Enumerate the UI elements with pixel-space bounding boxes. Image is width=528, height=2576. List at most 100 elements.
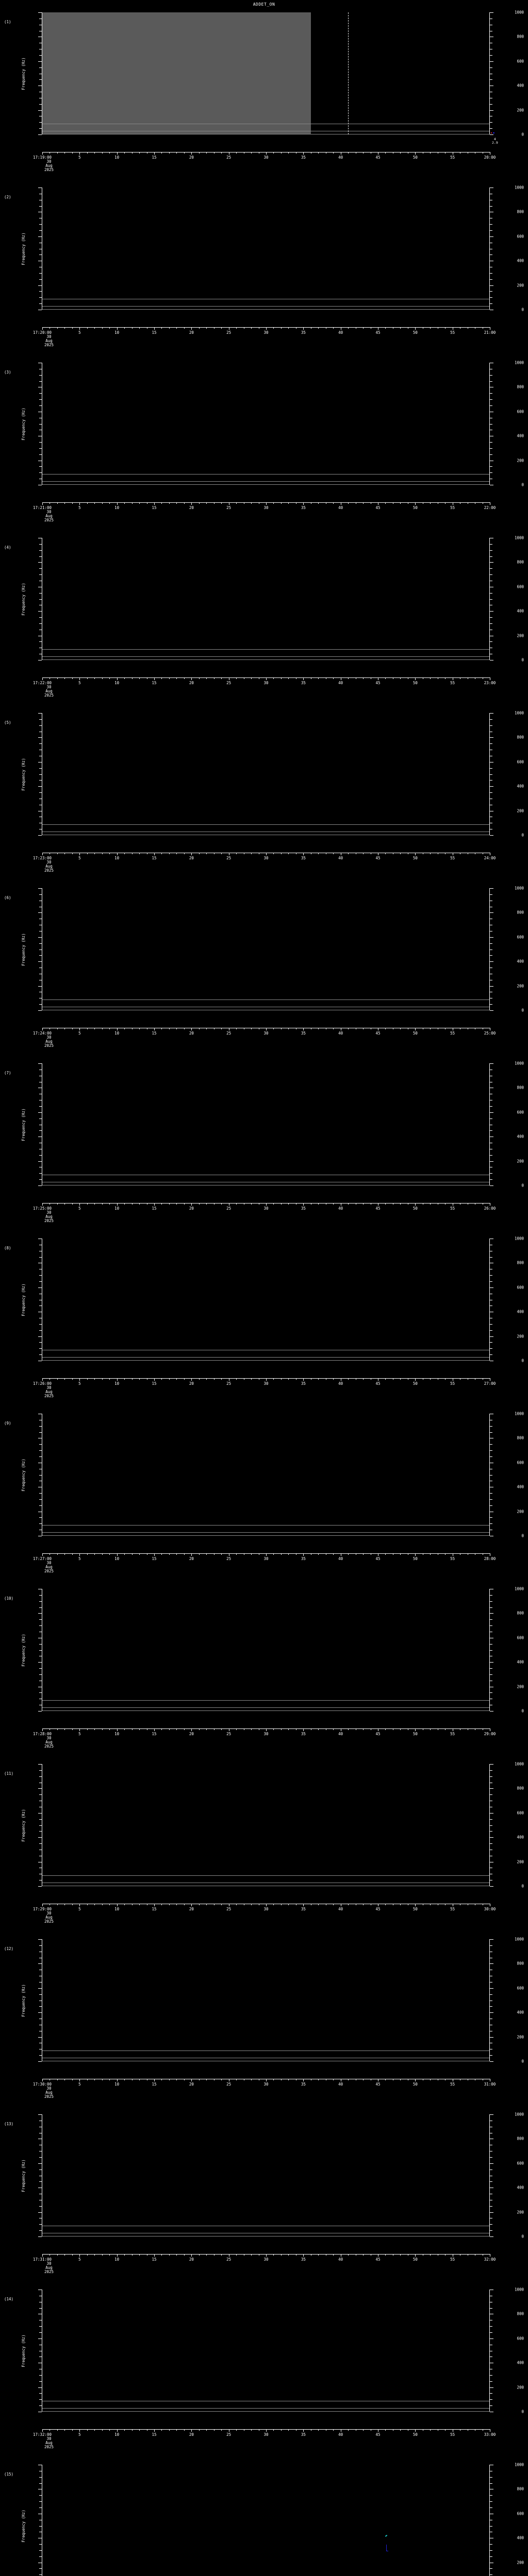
spectrogram-panel[interactable]: (14) Frequency (Hz) 0 200 400 600 800 1000 17:32… <box>0 2287 528 2458</box>
plot-area[interactable] <box>42 888 490 1010</box>
x-tick <box>430 502 431 504</box>
x-tick-label: 25 <box>226 330 232 335</box>
x-tick <box>139 2429 140 2431</box>
plot-area[interactable] <box>42 1589 490 1711</box>
y-tick <box>490 1106 492 1107</box>
plot-area[interactable] <box>42 363 490 485</box>
x-tick <box>109 2079 110 2080</box>
y-tick <box>39 943 42 944</box>
spectrogram-panel[interactable]: (13) Frequency (Hz) 0 200 400 600 800 1000 17:31… <box>0 2112 528 2283</box>
x-tick-label: 40 <box>338 1206 343 1211</box>
y-tick <box>39 2308 42 2309</box>
plot-area[interactable] <box>42 12 490 134</box>
x-tick <box>333 502 334 504</box>
spectrogram-panel[interactable]: (7) Frequency (Hz) 0 200 400 600 800 1000 17:25:… <box>0 1061 528 1232</box>
x-tick-label: 30 <box>263 1031 269 1036</box>
x-tick <box>273 152 274 154</box>
y-tick <box>39 1517 42 1518</box>
plot-area[interactable] <box>42 1063 490 1185</box>
plot-area[interactable] <box>42 2465 490 2576</box>
y-tick <box>490 1330 492 1331</box>
x-tick-label: 50 <box>412 681 418 685</box>
spectrogram-panel[interactable]: (4) Frequency (Hz) 0 200 400 600 800 1000 17:22:… <box>0 536 528 706</box>
spectrogram-panel[interactable]: (12) Frequency (Hz) 0 200 400 600 800 1000 17:30… <box>0 1937 528 2108</box>
y-tick <box>490 1770 492 1771</box>
x-tick <box>94 1553 95 1555</box>
spectrogram-panel[interactable]: (15)Frequency (Hz)0200400600800100017:33… <box>0 2463 528 2576</box>
y-tick <box>490 448 492 449</box>
plot-area[interactable] <box>42 538 490 660</box>
x-tick <box>266 1378 267 1381</box>
x-tick-label: 55 <box>450 1907 455 1911</box>
x-tick <box>385 152 386 154</box>
y-tick <box>490 1499 492 1500</box>
x-tick <box>87 1028 88 1029</box>
y-tick <box>39 1776 42 1777</box>
y-axis-title: Frequency (Hz) <box>21 2509 26 2543</box>
spectrogram-panel[interactable]: (5) Frequency (Hz) 0 200 400 600 800 1000 17:23:… <box>0 711 528 882</box>
panel-index-label: (8) <box>4 1246 11 1250</box>
x-tick <box>87 327 88 329</box>
x-tick <box>117 1904 118 1906</box>
x-tick <box>430 327 431 329</box>
spectrogram-panel[interactable]: (3) Frequency (Hz) 0 200 400 600 800 1000 17:21:… <box>0 361 528 531</box>
x-tick <box>280 853 282 854</box>
y-tick <box>38 2061 42 2062</box>
y-tick <box>490 2387 493 2388</box>
event-marker-line[interactable] <box>348 12 349 134</box>
y-tick <box>38 737 42 738</box>
plot-area[interactable] <box>42 1939 490 2061</box>
x-tick-label: 30 <box>263 1381 269 1386</box>
x-tick <box>385 2254 386 2256</box>
x-tick <box>445 1728 446 1730</box>
plot-area[interactable] <box>42 2114 490 2236</box>
x-tick <box>72 1378 73 1380</box>
y-tick <box>38 562 42 563</box>
x-tick <box>79 1553 80 1556</box>
x-tick <box>72 2079 73 2080</box>
x-tick <box>72 853 73 854</box>
y-tick <box>39 641 42 642</box>
x-tick <box>64 152 65 154</box>
y-tick-label: 0 <box>521 1358 524 1363</box>
x-tick <box>363 1378 364 1380</box>
x-tick-label: 10 <box>114 2432 120 2437</box>
plot-area[interactable] <box>42 1414 490 1536</box>
y-tick <box>490 2495 492 2496</box>
plot-area[interactable] <box>42 188 490 310</box>
x-tick <box>385 1553 386 1555</box>
spectrogram-panel[interactable]: (8) Frequency (Hz) 0 200 400 600 800 1000 17:26:… <box>0 1236 528 1407</box>
y-axis-right <box>489 2114 493 2237</box>
x-tick <box>102 1553 103 1555</box>
x-tick <box>430 2254 431 2256</box>
plot-area[interactable] <box>42 713 490 835</box>
x-tick <box>139 2079 140 2080</box>
y-tick <box>490 574 492 575</box>
x-tick <box>348 1028 349 1029</box>
y-tick <box>490 1843 492 1844</box>
y-tick <box>490 110 493 111</box>
spectrogram-panel[interactable]: (11) Frequency (Hz) 0 200 400 600 800 1000 17:29… <box>0 1762 528 1933</box>
y-tick <box>38 835 42 836</box>
x-axis-date-label: 30 Aug 2025 <box>44 1736 54 1749</box>
x-tick <box>400 853 401 854</box>
x-tick <box>206 2429 207 2431</box>
x-tick <box>161 2429 162 2431</box>
spectrogram-panel[interactable]: (10) Frequency (Hz) 0 200 400 600 800 1000 17:28… <box>0 1587 528 1757</box>
y-tick <box>39 617 42 618</box>
x-tick <box>131 853 133 854</box>
x-tick <box>124 152 125 154</box>
y-tick-label: 400 <box>517 2535 524 2540</box>
plot-area[interactable] <box>42 1239 490 1361</box>
plot-area[interactable] <box>42 1764 490 1886</box>
spectrogram-panel[interactable]: (6) Frequency (Hz) 0 200 400 600 800 1000 17:24:… <box>0 886 528 1057</box>
spectrogram-panel[interactable]: (1) Frequency (Hz) 0 200 400 600 800 1000 17:19:… <box>0 10 528 181</box>
x-tick <box>221 1378 222 1380</box>
plot-area[interactable] <box>42 2290 490 2412</box>
spectrogram-panel[interactable]: (9) Frequency (Hz) 0 200 400 600 800 1000 17:27:… <box>0 1412 528 1582</box>
x-tick <box>191 1203 192 1206</box>
y-tick-label: 200 <box>517 2210 524 2215</box>
y-tick <box>39 273 42 274</box>
x-tick <box>161 1378 162 1380</box>
spectrogram-panel[interactable]: (2) Frequency (Hz) 0 200 400 600 800 1000 17:20:… <box>0 185 528 356</box>
